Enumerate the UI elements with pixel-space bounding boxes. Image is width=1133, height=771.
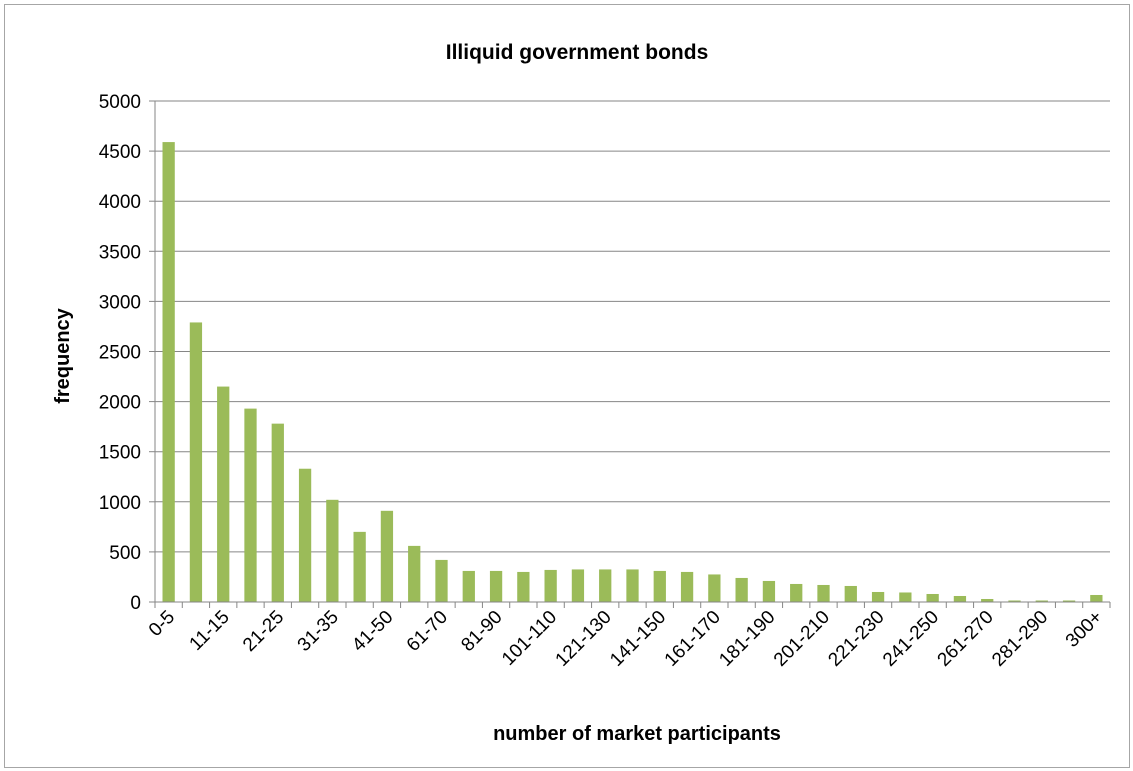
x-tick-label: 81-90 <box>457 607 506 656</box>
x-tick-label: 0-5 <box>145 607 179 641</box>
bar <box>408 545 421 602</box>
bar <box>544 569 557 602</box>
x-tick-label: 41-50 <box>348 607 397 656</box>
bar <box>762 580 776 602</box>
y-tick-label: 4500 <box>99 142 141 163</box>
y-tick-label: 4000 <box>99 192 141 213</box>
x-tick-label: 261-270 <box>934 607 998 671</box>
y-tick-labels: 0 500 1000 1500 2000 2500 3000 3500 4000 4500 5000 <box>99 92 141 614</box>
x-tick-label: 181-190 <box>715 607 779 671</box>
y-axis-title: frequency <box>52 307 74 403</box>
x-tick-label: 281-290 <box>988 607 1052 671</box>
axes <box>154 101 1111 608</box>
bar <box>953 595 967 602</box>
y-tick-label: 500 <box>109 543 141 564</box>
bar <box>462 570 475 602</box>
bar <box>844 585 857 602</box>
y-tick-label: 1000 <box>99 493 141 514</box>
bars <box>162 142 1103 602</box>
x-tick-label: 21-25 <box>239 607 288 656</box>
chart-frame: Illiquid government bonds 0 500 1000 1500 20… <box>4 4 1130 768</box>
bar <box>380 510 394 602</box>
bar-chart: Illiquid government bonds 0 500 1000 1500 20… <box>52 41 1111 745</box>
x-tick-label: 121-130 <box>552 607 616 671</box>
bar <box>1062 600 1076 602</box>
bar <box>244 408 257 602</box>
bar <box>981 598 994 602</box>
chart-title: Illiquid government bonds <box>446 41 709 64</box>
y-tick-label: 1500 <box>99 443 141 464</box>
bar <box>217 386 230 602</box>
bar <box>871 591 885 602</box>
bar <box>926 593 939 602</box>
bar <box>489 570 503 602</box>
y-tick-label: 3500 <box>99 242 141 263</box>
bar <box>680 571 694 602</box>
bar <box>162 142 175 602</box>
bar <box>708 574 721 602</box>
bar <box>735 577 748 602</box>
bar <box>326 499 339 602</box>
bar <box>1008 600 1021 602</box>
x-axis-title: number of market participants <box>493 723 781 745</box>
bar <box>353 531 366 602</box>
bar <box>626 569 639 602</box>
bar <box>189 322 203 602</box>
x-tick-label: 101-110 <box>498 607 561 670</box>
x-tick-label: 141-150 <box>606 607 670 671</box>
bar <box>1035 600 1048 602</box>
x-tick-label: 201-210 <box>770 607 834 671</box>
x-tick-label: 161-170 <box>661 607 725 671</box>
bar <box>435 559 448 602</box>
y-tick-label: 0 <box>130 593 141 614</box>
bar <box>1090 594 1103 602</box>
bar <box>599 569 612 602</box>
y-tick-label: 3000 <box>99 292 141 313</box>
bar <box>817 584 830 602</box>
x-tick-labels: 0-5 11-15 21-25 31-35 41-50 61-70 81-90101-110… <box>145 607 1107 671</box>
bar <box>271 423 284 602</box>
x-tick-label: 300+ <box>1062 607 1107 652</box>
bar <box>517 571 530 602</box>
bar <box>653 570 666 602</box>
gridlines <box>149 100 1110 603</box>
x-tick-label: 31-35 <box>294 607 343 656</box>
bar <box>790 583 803 602</box>
x-tick-label: 221-230 <box>824 607 888 671</box>
x-tick-label: 11-15 <box>186 607 234 655</box>
x-tick-label: 61-70 <box>403 607 452 656</box>
bar <box>899 592 912 602</box>
y-tick-label: 5000 <box>99 92 141 113</box>
bar <box>571 569 585 602</box>
x-tick-label: 241-250 <box>879 607 943 671</box>
y-tick-label: 2500 <box>99 343 141 364</box>
y-tick-label: 2000 <box>99 393 141 414</box>
bar <box>298 468 312 602</box>
